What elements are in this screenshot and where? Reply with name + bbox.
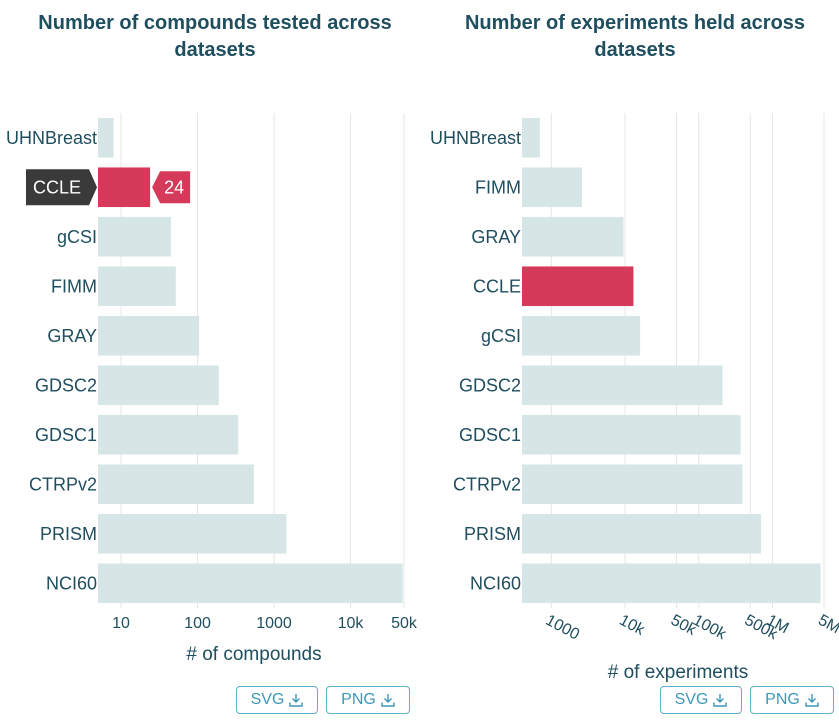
- download-icon: [289, 694, 304, 707]
- y-category-label: PRISM: [464, 524, 521, 544]
- download-icon: [805, 694, 819, 707]
- download-icon: [713, 694, 728, 707]
- experiments-svg-download-button[interactable]: SVG: [660, 686, 742, 714]
- png-download-label: PNG: [765, 691, 800, 708]
- bar-nci60: [98, 563, 403, 604]
- x-axis-label: # of experiments: [608, 662, 748, 683]
- value-tooltip-box: [152, 171, 191, 204]
- compounds-chart-title: Number of compounds tested across datase…: [38, 12, 392, 61]
- svg-download-label: SVG: [250, 691, 285, 708]
- x-tick-label: 10: [112, 615, 130, 632]
- compounds-chart: 10 100 1000 10k 50k # of compounds UHNBreast CC…: [6, 113, 418, 665]
- category-tooltip-box: [26, 169, 97, 206]
- y-category-label: gCSI: [481, 326, 521, 346]
- y-category-label: GDSC2: [35, 375, 97, 395]
- y-category-label: FIMM: [51, 276, 97, 296]
- y-category-label: CTRPv2: [453, 474, 521, 494]
- bar-prism: [522, 513, 762, 554]
- x-tick-label: 100: [184, 615, 211, 632]
- bar-fimm: [98, 266, 176, 307]
- compounds-chart-panel: Number of compounds tested across datase…: [6, 12, 418, 714]
- value-tooltip: 24: [152, 171, 191, 204]
- bar-gray: [98, 315, 200, 356]
- x-tick-label: 5M: [815, 612, 839, 637]
- compounds-svg-download-button[interactable]: SVG: [236, 686, 318, 714]
- bar-uhnbreast: [98, 117, 114, 158]
- experiments-chart-title: Number of experiments held across datase…: [464, 12, 806, 61]
- y-category-label: PRISM: [40, 524, 97, 544]
- category-tooltip-text: CCLE: [33, 177, 81, 197]
- download-icon: [381, 694, 395, 707]
- y-category-label: CCLE: [473, 276, 521, 296]
- y-category-label: gCSI: [57, 227, 97, 247]
- x-tick-label: 10k: [338, 615, 365, 632]
- bar-gdsc2: [98, 365, 219, 406]
- svg-download-label: SVG: [674, 691, 709, 708]
- bar-gdsc1: [98, 414, 239, 455]
- y-category-label: GRAY: [471, 227, 521, 247]
- y-category-label: CTRPv2: [29, 474, 97, 494]
- bar-gray: [522, 216, 624, 257]
- bar-ccle: [98, 167, 151, 208]
- bar-gdsc1: [522, 414, 741, 455]
- y-category-label: FIMM: [475, 177, 521, 197]
- x-tick-label: 10k: [616, 612, 648, 640]
- bar-fimm: [522, 167, 582, 208]
- bar-gdsc2: [522, 365, 723, 406]
- x-axis-label: # of compounds: [186, 644, 321, 665]
- bar-gcsi: [522, 315, 641, 356]
- bar-prism: [98, 513, 287, 554]
- bar-nci60: [522, 563, 821, 604]
- y-category-label: GDSC2: [459, 375, 521, 395]
- bar-uhnbreast: [522, 117, 540, 158]
- x-tick-label: 1000: [543, 612, 582, 644]
- y-category-label: GDSC1: [459, 425, 521, 445]
- y-category-label: NCI60: [470, 573, 521, 593]
- png-download-label: PNG: [341, 691, 376, 708]
- bar-ctrpv2: [522, 464, 743, 505]
- compounds-png-download-button[interactable]: PNG: [326, 686, 410, 714]
- bar-gcsi: [98, 216, 171, 257]
- category-tooltip: CCLE: [26, 169, 97, 206]
- x-tick-label: 50k: [391, 615, 418, 632]
- y-category-label: NCI60: [46, 573, 97, 593]
- experiments-chart-panel: Number of experiments held across datase…: [420, 0, 839, 724]
- y-category-label: GRAY: [47, 326, 97, 346]
- x-tick-label: 100k: [690, 612, 729, 644]
- value-tooltip-text: 24: [164, 177, 184, 197]
- y-category-label: UHNBreast: [6, 128, 97, 148]
- y-category-label: UHNBreast: [430, 128, 521, 148]
- y-category-label: GDSC1: [35, 425, 97, 445]
- x-tick-label: 1000: [256, 615, 292, 632]
- bar-ctrpv2: [98, 464, 254, 505]
- bar-ccle: [522, 266, 634, 307]
- experiments-png-download-button[interactable]: PNG: [750, 686, 834, 714]
